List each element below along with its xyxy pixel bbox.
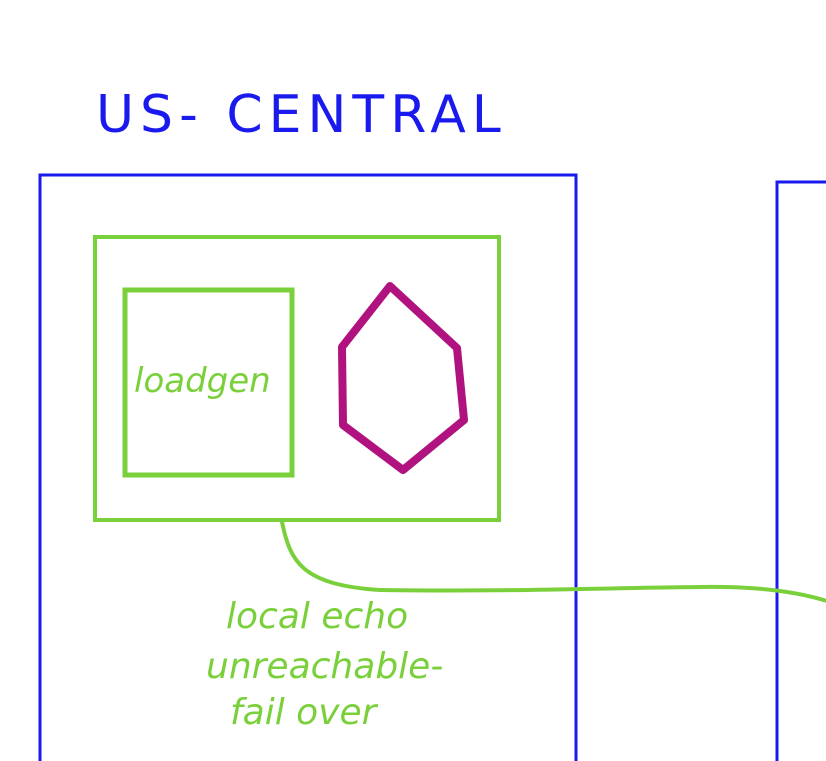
service-hexagon — [338, 282, 468, 474]
loadgen-box — [122, 287, 295, 478]
node-box — [93, 235, 501, 522]
annotation-line-2: unreachable- — [206, 646, 443, 687]
us-central-region-box — [38, 173, 578, 761]
remote-region-box — [775, 180, 826, 761]
region-title: US- CENTRAL — [96, 85, 507, 145]
annotation-line-3: fail over — [230, 692, 379, 733]
loadgen-label: loadgen — [134, 361, 271, 401]
annotation-line-1: local echo — [226, 596, 408, 637]
failover-connection-line — [280, 520, 826, 603]
